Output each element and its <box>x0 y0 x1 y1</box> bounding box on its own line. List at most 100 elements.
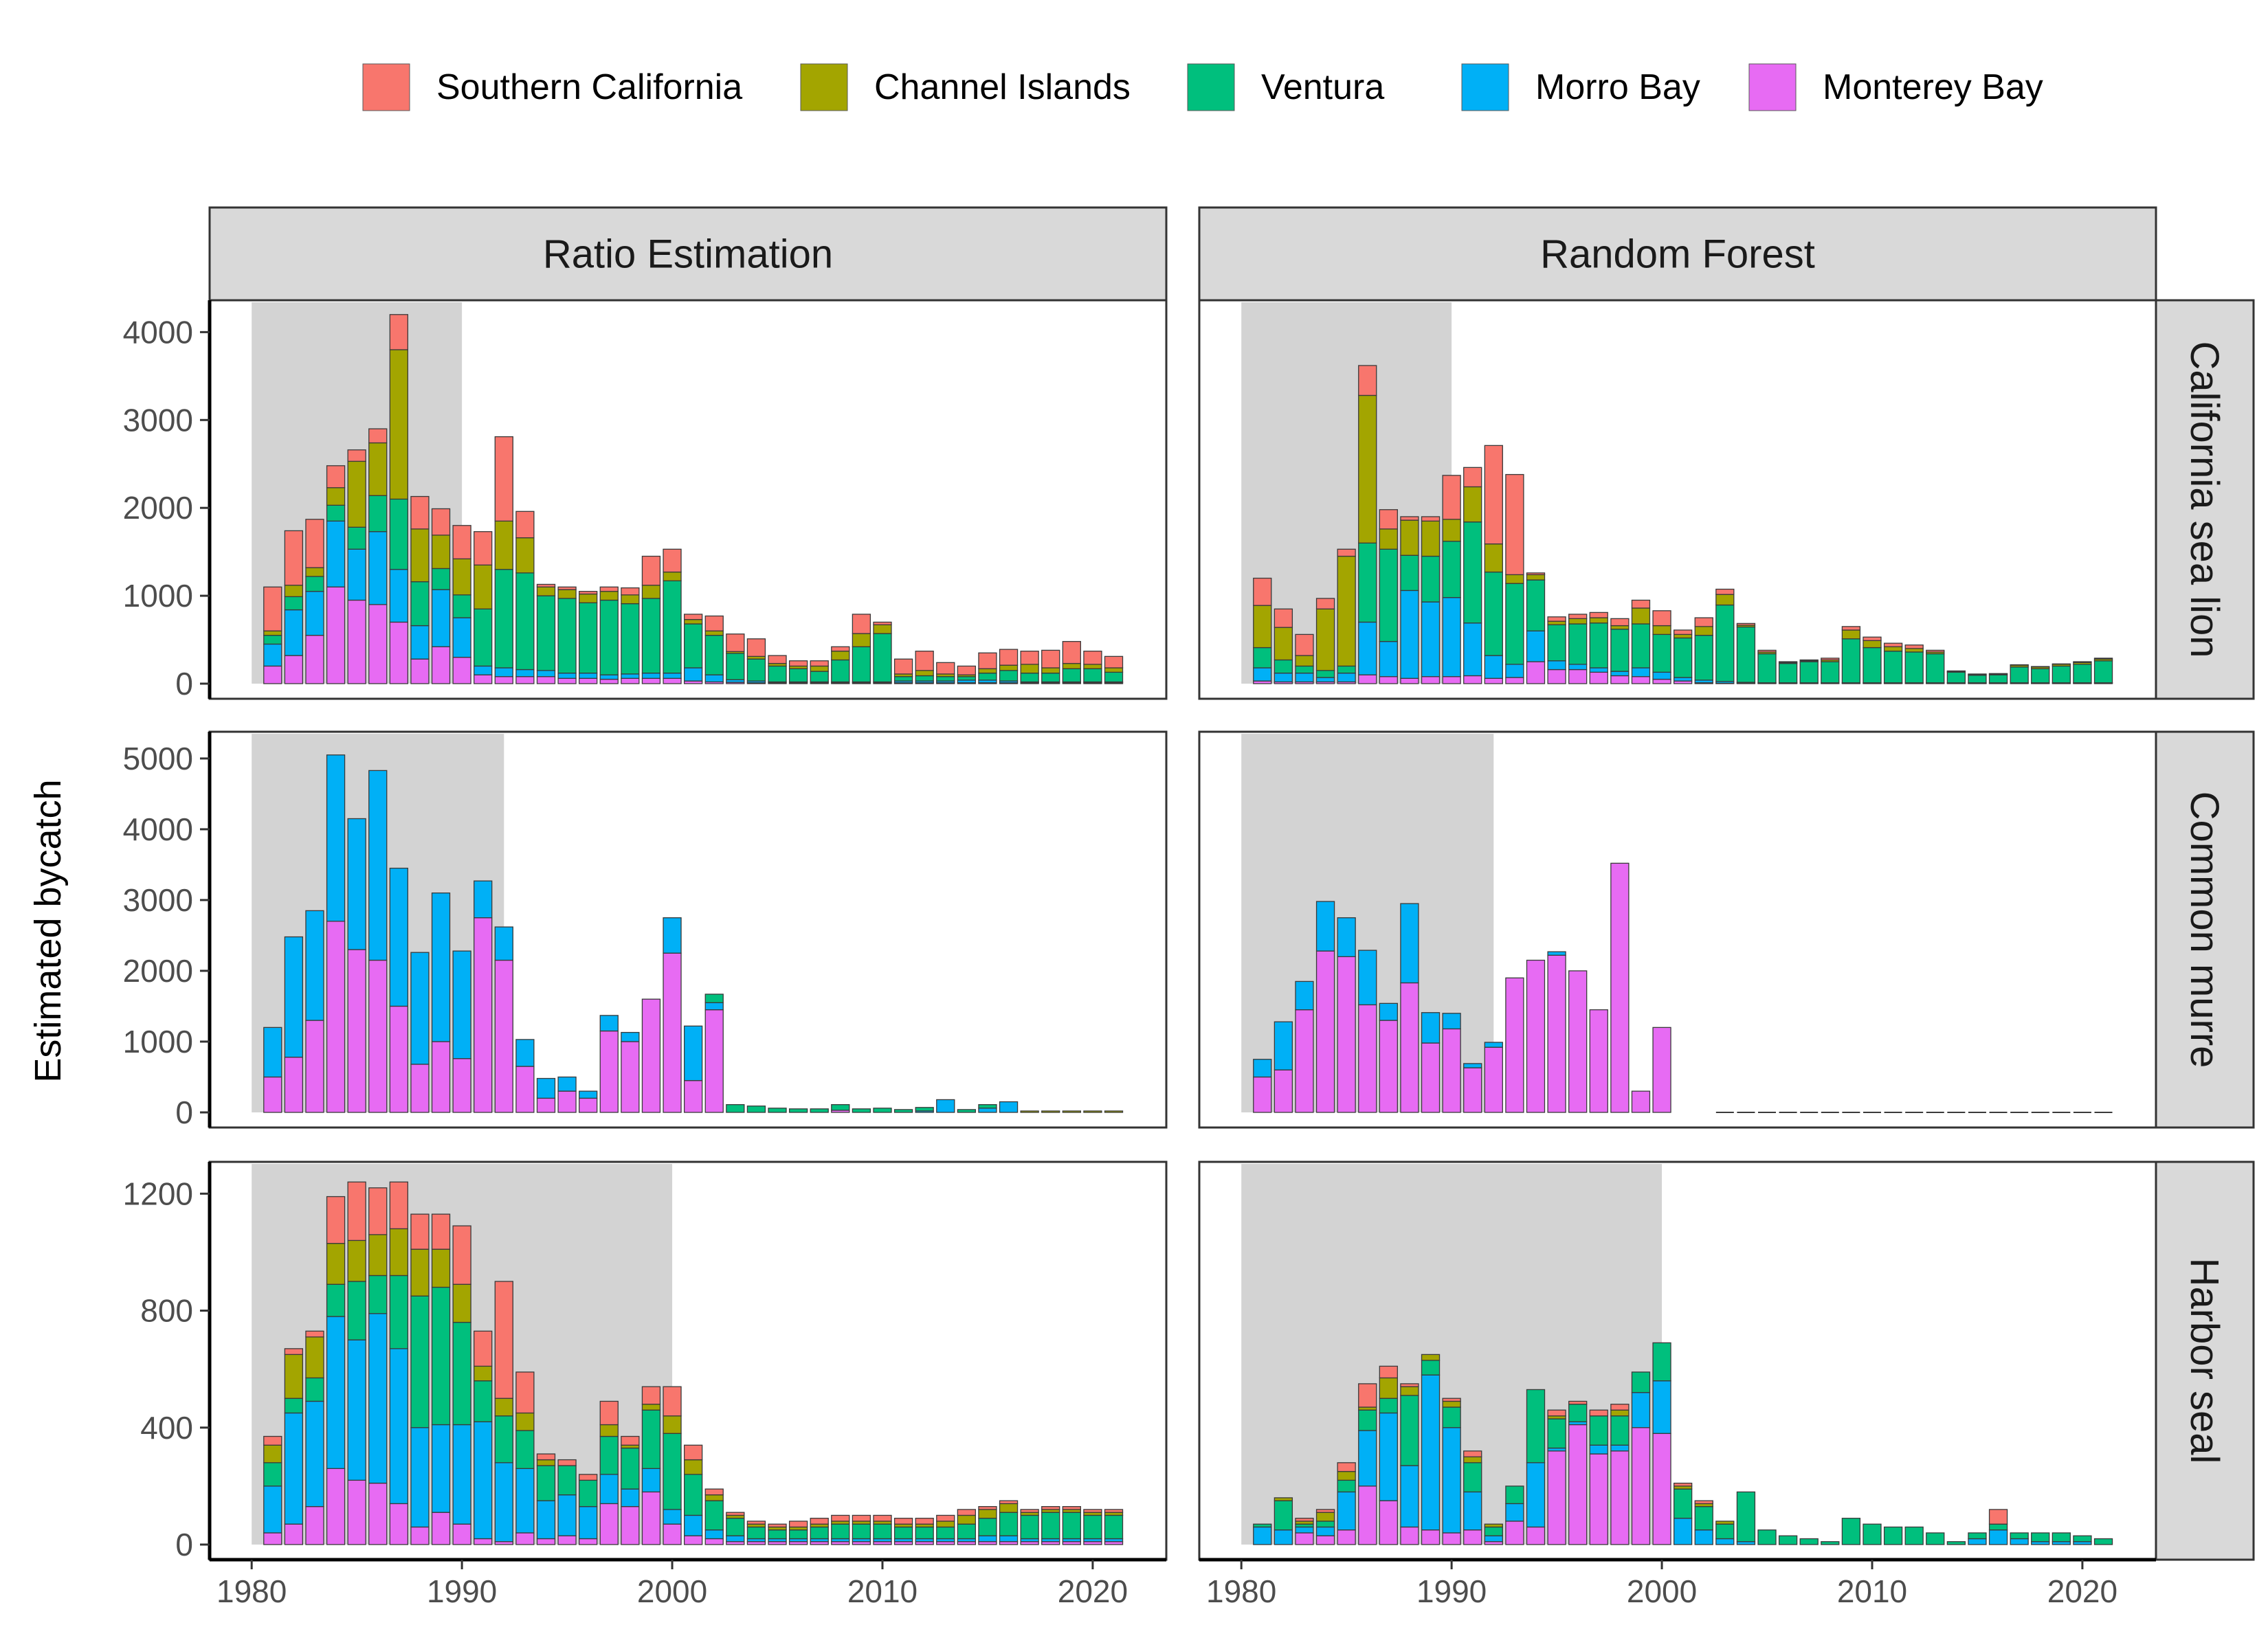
bar-ventura-2007 <box>810 1108 829 1113</box>
x-tick-label: 1990 <box>1416 1573 1487 1609</box>
bar-monterey-bay-1994 <box>1526 959 1546 1113</box>
bar-ventura-2021 <box>2093 660 2113 684</box>
bar-monterey-bay-1991 <box>1463 1067 1482 1113</box>
bar-ventura-1981 <box>263 1462 282 1487</box>
bar-ventura-2005 <box>1757 653 1777 684</box>
bar-morro-bay-2000 <box>1652 671 1671 680</box>
bar-channel-islands-1994 <box>536 586 556 596</box>
bar-ventura-1989 <box>1421 555 1441 603</box>
bar-monterey-bay-1983 <box>1295 1009 1314 1113</box>
bar-morro-bay-2000 <box>663 1509 682 1525</box>
bar-ventura-1981 <box>1253 1523 1272 1528</box>
bar-southern-california-2009 <box>1841 626 1861 631</box>
bar-southern-california-1990 <box>1442 475 1461 520</box>
bar-channel-islands-1987 <box>1379 528 1398 550</box>
bar-monterey-bay-1985 <box>347 949 366 1113</box>
bar-channel-islands-2003 <box>1715 594 1735 606</box>
bar-southern-california-2011 <box>893 658 913 675</box>
bar-channel-islands-1987 <box>389 349 408 500</box>
bar-ventura-1988 <box>410 1295 430 1428</box>
bar-ventura-2015 <box>978 1518 997 1536</box>
y-tick-label: 4000 <box>123 811 193 847</box>
bar-morro-bay-1994 <box>536 1077 556 1099</box>
bar-monterey-bay-1997 <box>599 1030 619 1113</box>
bar-monterey-bay-1993 <box>1505 1521 1524 1545</box>
bar-ventura-1982 <box>284 596 304 611</box>
bar-morro-bay-1987 <box>1379 1412 1398 1501</box>
bar-monterey-bay-1985 <box>1337 956 1356 1113</box>
y-tick-label: 1000 <box>123 578 193 614</box>
bar-ventura-2013 <box>936 676 955 682</box>
bar-morro-bay-1990 <box>452 1424 471 1525</box>
bar-ventura-1995 <box>1547 1418 1566 1449</box>
bar-channel-islands-1986 <box>368 442 388 496</box>
bar-ventura-1988 <box>1400 554 1419 592</box>
bar-morro-bay-1998 <box>1610 671 1630 677</box>
bar-ventura-1998 <box>1610 1415 1630 1446</box>
bar-ventura-2014 <box>957 1109 977 1113</box>
x-tick-label: 2000 <box>637 1573 707 1609</box>
bar-channel-islands-2002 <box>1694 626 1713 636</box>
bar-channel-islands-1988 <box>1400 1386 1419 1396</box>
bar-southern-california-2011 <box>1883 642 1903 647</box>
bar-monterey-bay-1995 <box>1547 1450 1566 1545</box>
bar-ventura-2019 <box>1062 1512 1081 1540</box>
bar-morro-bay-2003 <box>726 1535 745 1543</box>
bar-southern-california-2006 <box>788 1521 808 1528</box>
bar-morro-bay-2002 <box>704 1002 724 1011</box>
bar-morro-bay-1992 <box>494 667 513 677</box>
bar-ventura-2016 <box>1988 1523 2008 1531</box>
bar-monterey-bay-1987 <box>389 621 408 684</box>
bar-ventura-1989 <box>431 568 451 590</box>
bar-channel-islands-1982 <box>1274 1497 1293 1501</box>
bar-morro-bay-2015 <box>978 1108 997 1113</box>
panel-border <box>1198 299 2157 700</box>
bar-morro-bay-1992 <box>1484 655 1503 679</box>
bar-southern-california-2014 <box>957 1509 977 1516</box>
bar-monterey-bay-1998 <box>621 1506 640 1545</box>
bar-ventura-2008 <box>831 1523 850 1540</box>
bar-ventura-2018 <box>1041 1512 1060 1540</box>
bar-southern-california-2001 <box>683 1444 703 1461</box>
bar-ventura-2015 <box>1968 1532 1987 1540</box>
bar-southern-california-1982 <box>284 530 304 586</box>
bar-monterey-bay-1993 <box>515 676 535 684</box>
bar-morro-bay-1987 <box>389 867 408 1007</box>
bar-channel-islands-1993 <box>1505 574 1524 584</box>
bar-ventura-2013 <box>936 1526 955 1540</box>
bar-morro-bay-1991 <box>474 1421 493 1540</box>
bar-channel-islands-1996 <box>1568 618 1588 625</box>
bar-ventura-1991 <box>1463 1462 1482 1493</box>
bar-ventura-2002 <box>1694 635 1713 681</box>
bar-ventura-2007 <box>810 671 829 683</box>
bar-morro-bay-1985 <box>1337 673 1356 683</box>
bar-southern-california-2005 <box>1757 649 1777 653</box>
bar-ventura-1997 <box>599 1435 619 1475</box>
bar-ventura-2008 <box>1821 1541 1840 1545</box>
bar-morro-bay-1989 <box>1421 1374 1441 1531</box>
y-tick-label: 3000 <box>123 882 193 918</box>
bar-ventura-2009 <box>852 1108 871 1113</box>
bar-monterey-bay-1993 <box>1505 677 1524 684</box>
bar-ventura-2006 <box>788 1108 808 1113</box>
bar-ventura-1989 <box>431 1286 451 1426</box>
bar-southern-california-2021 <box>2093 658 2113 660</box>
bar-southern-california-1992 <box>494 436 513 522</box>
bar-southern-california-2010 <box>873 1514 892 1522</box>
bar-morro-bay-1998 <box>1610 1444 1630 1452</box>
bar-southern-california-1993 <box>1505 473 1524 576</box>
panel-common-murre-ratio-estimation: 0 1000 2000 3000 4000 5000 <box>123 730 1168 1130</box>
bar-morro-bay-2000 <box>663 917 682 954</box>
y-tick-label: 5000 <box>123 741 193 776</box>
bar-channel-islands-2008 <box>831 651 850 661</box>
bar-channel-islands-2018 <box>1041 1110 1060 1113</box>
bar-morro-bay-1987 <box>389 1348 408 1505</box>
bar-channel-islands-1985 <box>1337 555 1356 667</box>
bar-southern-california-1994 <box>1526 572 1546 576</box>
x-tick-label: 2000 <box>1627 1573 1697 1609</box>
bar-morro-bay-1995 <box>1547 951 1566 956</box>
bar-southern-california-2020 <box>1083 651 1102 665</box>
bar-monterey-bay-1994 <box>1526 1526 1546 1545</box>
bar-southern-california-2003 <box>726 633 745 652</box>
